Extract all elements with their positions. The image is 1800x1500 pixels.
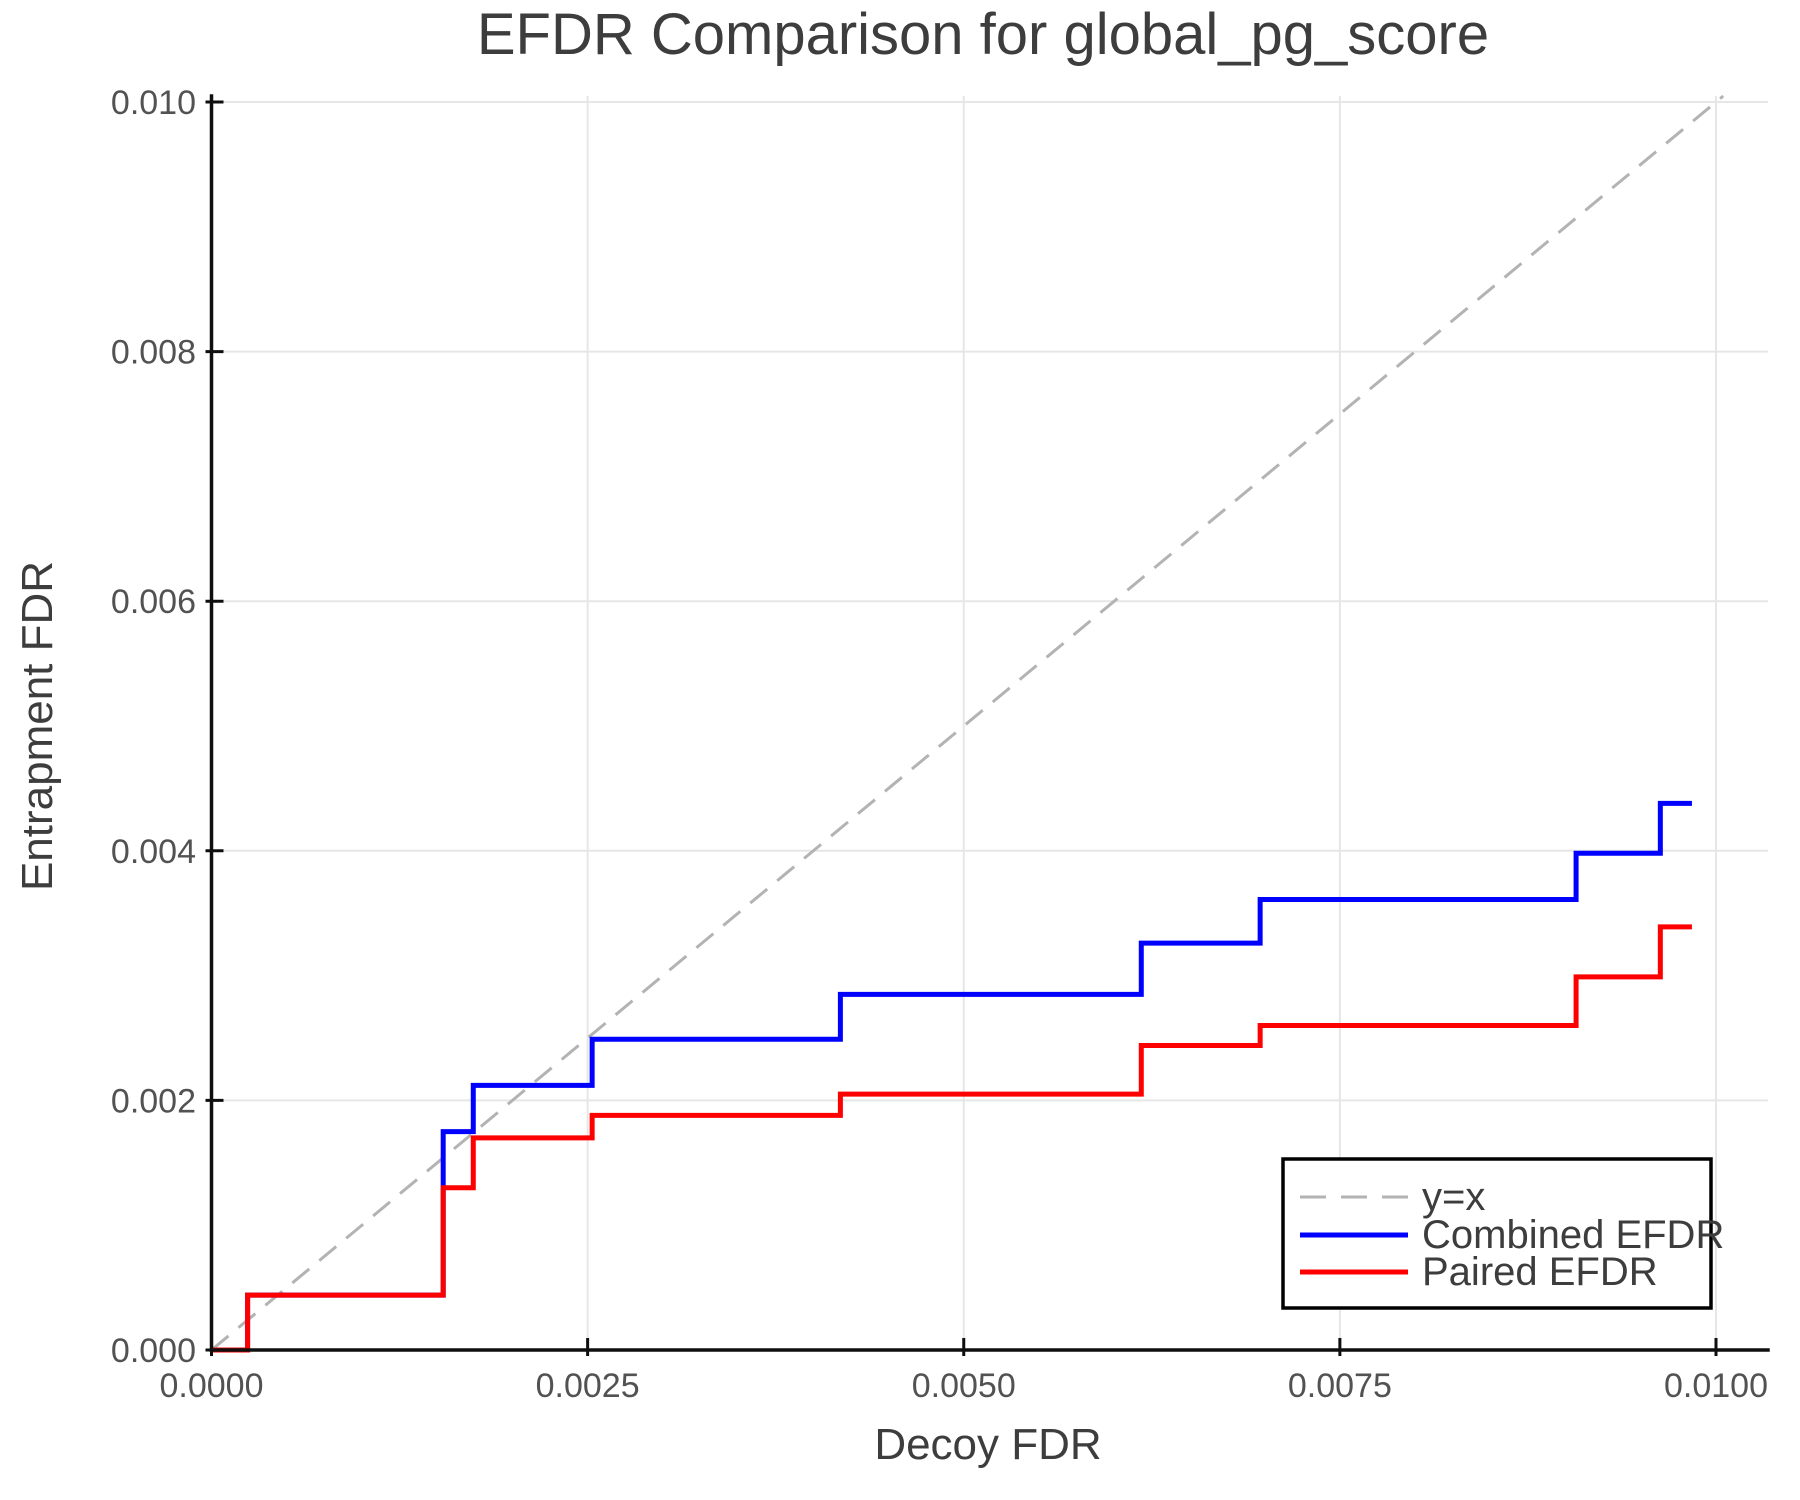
- y-tick-label: 0.008: [111, 334, 196, 372]
- x-tick-label: 0.0100: [1664, 1367, 1768, 1405]
- y-tick-label: 0.010: [111, 84, 196, 122]
- y-tick-label: 0.002: [111, 1082, 196, 1120]
- chart-title: EFDR Comparison for global_pg_score: [477, 2, 1489, 67]
- x-tick-label: 0.0000: [160, 1367, 264, 1405]
- tick-labels: 0.0000 0.0025 0.0050 0.0075 0.0100 0.000 0.002…: [111, 84, 1768, 1405]
- x-tick-label: 0.0075: [1288, 1367, 1392, 1405]
- x-tick-label: 0.0050: [912, 1367, 1016, 1405]
- axes-spines: [209, 94, 1770, 1352]
- x-tick-label: 0.0025: [536, 1367, 640, 1405]
- y-axis-label: Entrapment FDR: [13, 561, 62, 891]
- tick-marks: [205, 100, 1718, 1356]
- x-axis-label: Decoy FDR: [874, 1420, 1101, 1469]
- legend-label-paired: Paired EFDR: [1422, 1250, 1658, 1294]
- paired-efdr-line: [211, 924, 1692, 1353]
- y-tick-label: 0.006: [111, 583, 196, 621]
- identity-reference-line: [210, 94, 1725, 1352]
- legend-label-identity: y=x: [1422, 1175, 1485, 1219]
- y-tick-label: 0.004: [111, 833, 196, 871]
- legend: y=x Combined EFDR Paired EFDR: [1281, 1157, 1724, 1310]
- legend-label-combined: Combined EFDR: [1422, 1213, 1724, 1257]
- y-tick-label: 0.000: [111, 1332, 196, 1370]
